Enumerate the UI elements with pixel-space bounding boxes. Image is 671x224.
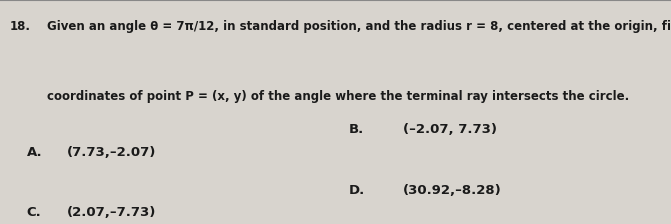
Text: B.: B. xyxy=(349,123,364,136)
Text: A.: A. xyxy=(27,146,42,159)
Text: 18.: 18. xyxy=(10,20,31,33)
Text: Given an angle θ = 7π/12, in standard position, and the radius r = 8, centered a: Given an angle θ = 7π/12, in standard po… xyxy=(47,20,671,33)
Text: C.: C. xyxy=(27,206,42,219)
Text: D.: D. xyxy=(349,184,365,197)
Text: (–2.07, 7.73): (–2.07, 7.73) xyxy=(403,123,497,136)
Text: (7.73,–2.07): (7.73,–2.07) xyxy=(67,146,156,159)
Text: (2.07,–7.73): (2.07,–7.73) xyxy=(67,206,156,219)
Text: (30.92,–8.28): (30.92,–8.28) xyxy=(403,184,501,197)
Text: coordinates of point P = (x, y) of the angle where the terminal ray intersects t: coordinates of point P = (x, y) of the a… xyxy=(47,90,629,103)
